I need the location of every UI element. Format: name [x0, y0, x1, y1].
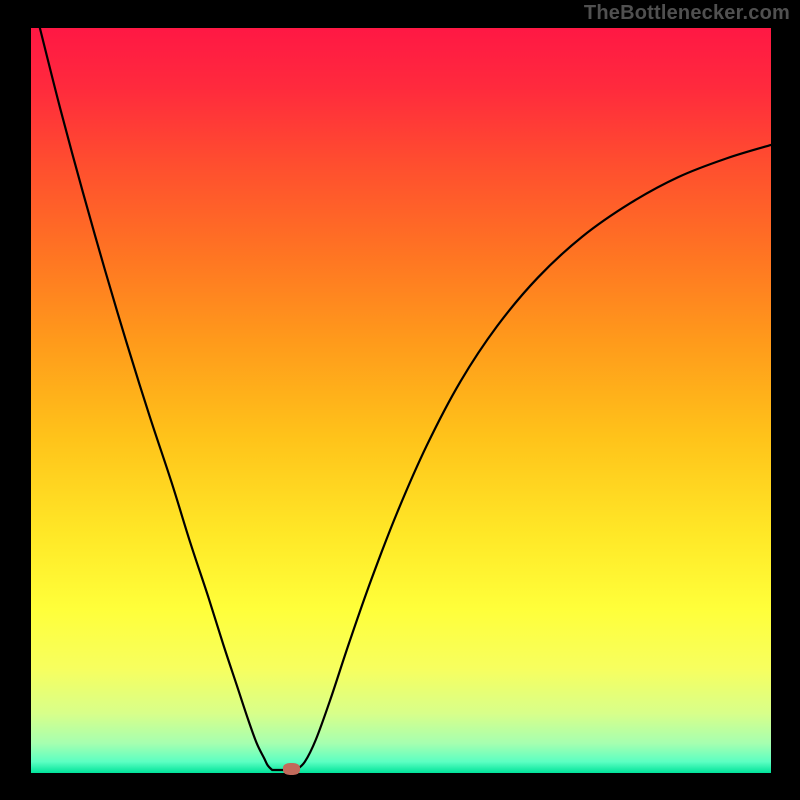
plot-area: [31, 28, 771, 773]
optimum-marker: [283, 763, 300, 775]
watermark-text: TheBottlenecker.com: [584, 2, 790, 25]
chart-container: TheBottlenecker.com: [0, 0, 800, 800]
curve-path: [40, 28, 771, 770]
bottleneck-curve: [31, 28, 771, 773]
